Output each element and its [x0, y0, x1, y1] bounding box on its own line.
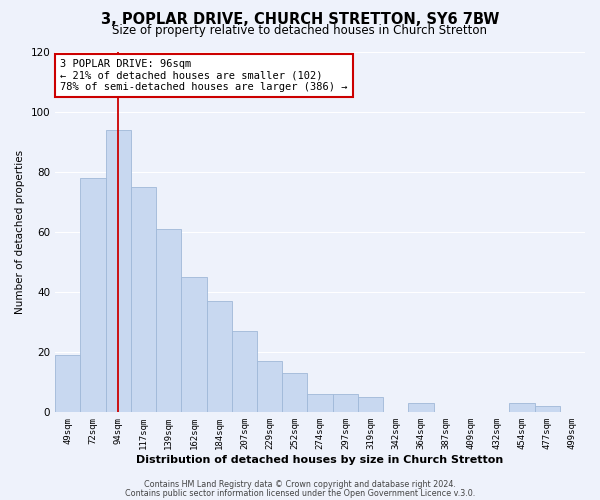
Bar	[206, 301, 232, 412]
Text: 3, POPLAR DRIVE, CHURCH STRETTON, SY6 7BW: 3, POPLAR DRIVE, CHURCH STRETTON, SY6 7B…	[101, 12, 499, 28]
Bar	[307, 394, 332, 412]
Bar	[509, 404, 535, 412]
Text: Contains public sector information licensed under the Open Government Licence v.: Contains public sector information licen…	[125, 488, 475, 498]
Y-axis label: Number of detached properties: Number of detached properties	[15, 150, 25, 314]
Text: Contains HM Land Registry data © Crown copyright and database right 2024.: Contains HM Land Registry data © Crown c…	[144, 480, 456, 489]
Bar	[332, 394, 358, 412]
Bar	[156, 229, 181, 412]
Text: 3 POPLAR DRIVE: 96sqm
← 21% of detached houses are smaller (102)
78% of semi-det: 3 POPLAR DRIVE: 96sqm ← 21% of detached …	[61, 58, 348, 92]
Bar	[80, 178, 106, 412]
X-axis label: Distribution of detached houses by size in Church Stretton: Distribution of detached houses by size …	[136, 455, 504, 465]
Text: Size of property relative to detached houses in Church Stretton: Size of property relative to detached ho…	[113, 24, 487, 37]
Bar	[257, 361, 282, 412]
Bar	[106, 130, 131, 412]
Bar	[55, 355, 80, 412]
Bar	[358, 398, 383, 412]
Bar	[409, 404, 434, 412]
Bar	[282, 373, 307, 412]
Bar	[232, 331, 257, 412]
Bar	[181, 277, 206, 412]
Bar	[131, 187, 156, 412]
Bar	[535, 406, 560, 412]
